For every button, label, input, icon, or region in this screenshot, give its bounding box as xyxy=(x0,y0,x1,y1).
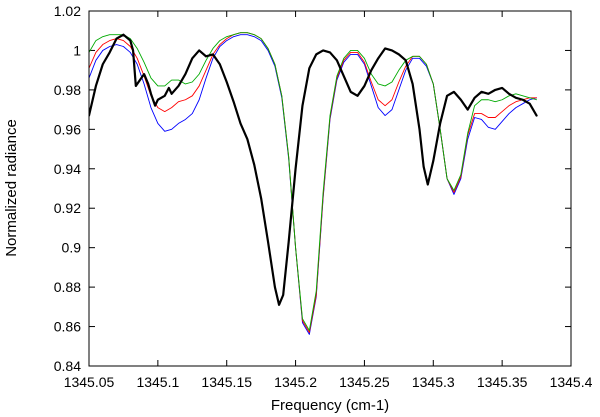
y-tick-label: 1.02 xyxy=(54,3,81,19)
series-group xyxy=(89,32,538,335)
y-tick-label: 0.92 xyxy=(54,200,81,216)
x-tick-label: 1345.15 xyxy=(201,374,252,390)
x-axis-title: Frequency (cm-1) xyxy=(271,397,389,414)
series-line-green xyxy=(89,32,538,331)
x-tick-label: 1345.1 xyxy=(136,374,179,390)
y-tick-label: 0.94 xyxy=(54,161,81,177)
tick-labels: 1345.05 1345.1 1345.15 1345.2 1345.25 1345.3 1… xyxy=(54,3,593,390)
y-tick-label: 0.9 xyxy=(62,240,82,256)
x-tick-label: 1345.05 xyxy=(64,374,115,390)
x-tick-label: 1345.25 xyxy=(339,374,390,390)
y-tick-label: 0.86 xyxy=(54,319,81,335)
y-tick-label: 0.84 xyxy=(54,358,81,374)
y-tick-label: 0.88 xyxy=(54,279,81,295)
x-tick-label: 1345.2 xyxy=(274,374,317,390)
x-tick-label: 1345.3 xyxy=(412,374,455,390)
y-tick-label: 1 xyxy=(73,42,81,58)
y-tick-label: 0.98 xyxy=(54,82,81,98)
plot-frame xyxy=(88,10,572,367)
x-tick-label: 1345.4 xyxy=(550,374,593,390)
y-tick-label: 0.96 xyxy=(54,121,81,137)
series-line-black xyxy=(89,33,538,306)
x-tick-label: 1345.35 xyxy=(477,374,528,390)
y-axis-title: Normalized radiance xyxy=(3,119,20,257)
